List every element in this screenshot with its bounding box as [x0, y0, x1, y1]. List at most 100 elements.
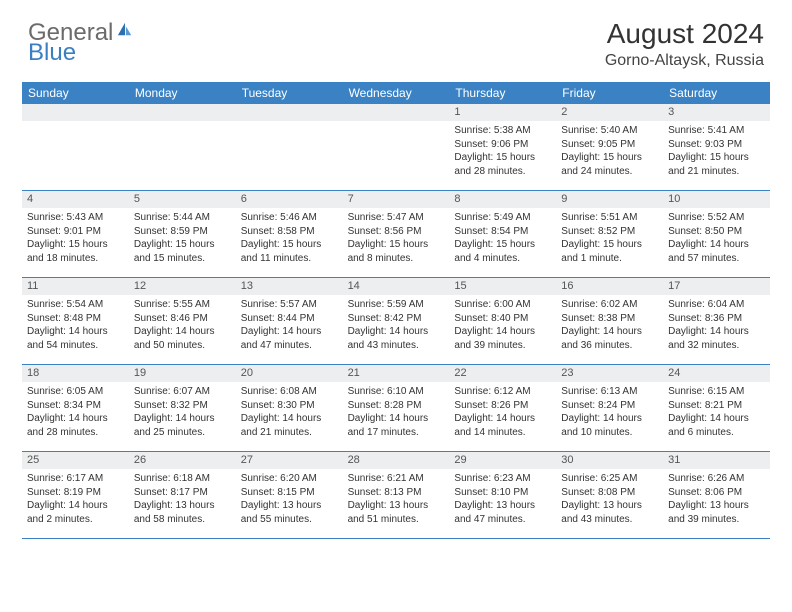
- calendar-week: 11Sunrise: 5:54 AMSunset: 8:48 PMDayligh…: [22, 278, 770, 365]
- daylight-line: Daylight: 14 hours and 6 minutes.: [668, 412, 765, 439]
- daynum-bar-empty: [129, 104, 236, 121]
- sunset-line: Sunset: 8:19 PM: [27, 486, 124, 500]
- sunset-line: Sunset: 8:58 PM: [241, 225, 338, 239]
- sunset-line: Sunset: 9:01 PM: [27, 225, 124, 239]
- sunset-line: Sunset: 8:28 PM: [348, 399, 445, 413]
- calendar-cell: 5Sunrise: 5:44 AMSunset: 8:59 PMDaylight…: [129, 191, 236, 277]
- day-details: Sunrise: 6:25 AMSunset: 8:08 PMDaylight:…: [556, 469, 663, 530]
- sunrise-line: Sunrise: 5:49 AM: [454, 211, 551, 225]
- sunrise-line: Sunrise: 6:00 AM: [454, 298, 551, 312]
- daynum-bar-empty: [22, 104, 129, 121]
- day-details: Sunrise: 5:52 AMSunset: 8:50 PMDaylight:…: [663, 208, 770, 269]
- day-number: 16: [556, 278, 663, 295]
- day-number: 17: [663, 278, 770, 295]
- sunset-line: Sunset: 8:06 PM: [668, 486, 765, 500]
- sunrise-line: Sunrise: 5:46 AM: [241, 211, 338, 225]
- location-subtitle: Gorno-Altaysk, Russia: [605, 52, 764, 70]
- calendar-week: 25Sunrise: 6:17 AMSunset: 8:19 PMDayligh…: [22, 452, 770, 539]
- weekday-header: Sunday: [22, 82, 129, 104]
- sunset-line: Sunset: 8:17 PM: [134, 486, 231, 500]
- day-details: Sunrise: 6:00 AMSunset: 8:40 PMDaylight:…: [449, 295, 556, 356]
- sunset-line: Sunset: 8:46 PM: [134, 312, 231, 326]
- calendar-cell: 9Sunrise: 5:51 AMSunset: 8:52 PMDaylight…: [556, 191, 663, 277]
- day-number: 22: [449, 365, 556, 382]
- daylight-line: Daylight: 14 hours and 54 minutes.: [27, 325, 124, 352]
- calendar-cell: 6Sunrise: 5:46 AMSunset: 8:58 PMDaylight…: [236, 191, 343, 277]
- day-details: Sunrise: 5:46 AMSunset: 8:58 PMDaylight:…: [236, 208, 343, 269]
- weekday-header: Thursday: [449, 82, 556, 104]
- day-details: Sunrise: 6:23 AMSunset: 8:10 PMDaylight:…: [449, 469, 556, 530]
- daylight-line: Daylight: 14 hours and 50 minutes.: [134, 325, 231, 352]
- sunrise-line: Sunrise: 6:21 AM: [348, 472, 445, 486]
- day-details: Sunrise: 5:43 AMSunset: 9:01 PMDaylight:…: [22, 208, 129, 269]
- calendar-cell: [22, 104, 129, 190]
- sunrise-line: Sunrise: 6:20 AM: [241, 472, 338, 486]
- sunset-line: Sunset: 8:52 PM: [561, 225, 658, 239]
- sunrise-line: Sunrise: 6:15 AM: [668, 385, 765, 399]
- day-number: 24: [663, 365, 770, 382]
- daylight-line: Daylight: 14 hours and 21 minutes.: [241, 412, 338, 439]
- sunrise-line: Sunrise: 6:08 AM: [241, 385, 338, 399]
- day-number: 29: [449, 452, 556, 469]
- sunrise-line: Sunrise: 5:51 AM: [561, 211, 658, 225]
- daylight-line: Daylight: 15 hours and 1 minute.: [561, 238, 658, 265]
- calendar-cell: 21Sunrise: 6:10 AMSunset: 8:28 PMDayligh…: [343, 365, 450, 451]
- daylight-line: Daylight: 15 hours and 21 minutes.: [668, 151, 765, 178]
- calendar-cell: 19Sunrise: 6:07 AMSunset: 8:32 PMDayligh…: [129, 365, 236, 451]
- sunrise-line: Sunrise: 5:44 AM: [134, 211, 231, 225]
- day-number: 6: [236, 191, 343, 208]
- page-header: GeneralBlue August 2024 Gorno-Altaysk, R…: [0, 0, 792, 78]
- day-details: Sunrise: 6:07 AMSunset: 8:32 PMDaylight:…: [129, 382, 236, 443]
- day-details: Sunrise: 5:55 AMSunset: 8:46 PMDaylight:…: [129, 295, 236, 356]
- sunset-line: Sunset: 8:13 PM: [348, 486, 445, 500]
- day-number: 21: [343, 365, 450, 382]
- day-details: Sunrise: 6:13 AMSunset: 8:24 PMDaylight:…: [556, 382, 663, 443]
- calendar-body: 1Sunrise: 5:38 AMSunset: 9:06 PMDaylight…: [22, 104, 770, 539]
- day-number: 14: [343, 278, 450, 295]
- sunset-line: Sunset: 8:40 PM: [454, 312, 551, 326]
- day-number: 13: [236, 278, 343, 295]
- daylight-line: Daylight: 13 hours and 55 minutes.: [241, 499, 338, 526]
- daylight-line: Daylight: 15 hours and 11 minutes.: [241, 238, 338, 265]
- sunset-line: Sunset: 8:30 PM: [241, 399, 338, 413]
- calendar-cell: 24Sunrise: 6:15 AMSunset: 8:21 PMDayligh…: [663, 365, 770, 451]
- day-number: 15: [449, 278, 556, 295]
- sail-icon: [116, 18, 134, 42]
- daylight-line: Daylight: 14 hours and 2 minutes.: [27, 499, 124, 526]
- day-details: Sunrise: 5:49 AMSunset: 8:54 PMDaylight:…: [449, 208, 556, 269]
- calendar-cell: 15Sunrise: 6:00 AMSunset: 8:40 PMDayligh…: [449, 278, 556, 364]
- day-number: 26: [129, 452, 236, 469]
- weekday-header: Saturday: [663, 82, 770, 104]
- day-details: Sunrise: 6:21 AMSunset: 8:13 PMDaylight:…: [343, 469, 450, 530]
- daylight-line: Daylight: 13 hours and 58 minutes.: [134, 499, 231, 526]
- sunrise-line: Sunrise: 5:54 AM: [27, 298, 124, 312]
- calendar-cell: 23Sunrise: 6:13 AMSunset: 8:24 PMDayligh…: [556, 365, 663, 451]
- calendar-cell: 3Sunrise: 5:41 AMSunset: 9:03 PMDaylight…: [663, 104, 770, 190]
- calendar-cell: 27Sunrise: 6:20 AMSunset: 8:15 PMDayligh…: [236, 452, 343, 538]
- weekday-header: Tuesday: [236, 82, 343, 104]
- daylight-line: Daylight: 14 hours and 14 minutes.: [454, 412, 551, 439]
- day-details: Sunrise: 6:10 AMSunset: 8:28 PMDaylight:…: [343, 382, 450, 443]
- calendar-cell: 17Sunrise: 6:04 AMSunset: 8:36 PMDayligh…: [663, 278, 770, 364]
- calendar-cell: [343, 104, 450, 190]
- sunset-line: Sunset: 8:50 PM: [668, 225, 765, 239]
- month-title: August 2024: [605, 18, 764, 50]
- daylight-line: Daylight: 14 hours and 25 minutes.: [134, 412, 231, 439]
- sunset-line: Sunset: 8:42 PM: [348, 312, 445, 326]
- day-number: 3: [663, 104, 770, 121]
- day-number: 5: [129, 191, 236, 208]
- sunset-line: Sunset: 8:32 PM: [134, 399, 231, 413]
- calendar-cell: 4Sunrise: 5:43 AMSunset: 9:01 PMDaylight…: [22, 191, 129, 277]
- calendar-cell: 20Sunrise: 6:08 AMSunset: 8:30 PMDayligh…: [236, 365, 343, 451]
- sunset-line: Sunset: 9:06 PM: [454, 138, 551, 152]
- day-number: 7: [343, 191, 450, 208]
- daylight-line: Daylight: 14 hours and 36 minutes.: [561, 325, 658, 352]
- sunset-line: Sunset: 8:44 PM: [241, 312, 338, 326]
- day-number: 31: [663, 452, 770, 469]
- daylight-line: Daylight: 14 hours and 28 minutes.: [27, 412, 124, 439]
- daylight-line: Daylight: 14 hours and 39 minutes.: [454, 325, 551, 352]
- sunrise-line: Sunrise: 6:12 AM: [454, 385, 551, 399]
- calendar-cell: 12Sunrise: 5:55 AMSunset: 8:46 PMDayligh…: [129, 278, 236, 364]
- day-number: 18: [22, 365, 129, 382]
- calendar-week: 18Sunrise: 6:05 AMSunset: 8:34 PMDayligh…: [22, 365, 770, 452]
